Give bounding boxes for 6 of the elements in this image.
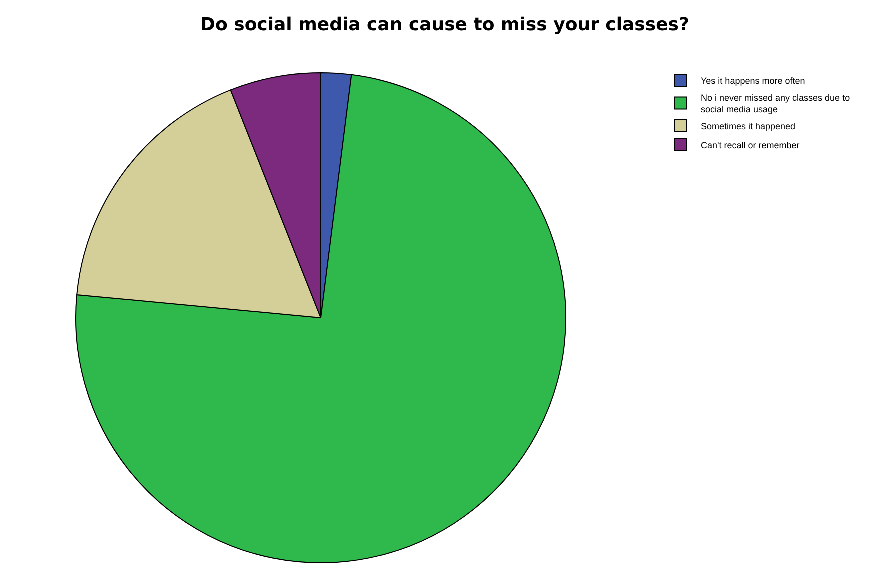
legend-label: No i never missed any classes due to social media usage xyxy=(701,92,850,115)
legend-label: Yes it happens more often xyxy=(701,76,806,86)
pie-slice xyxy=(76,74,566,563)
legend-label: Sometimes it happened xyxy=(701,121,796,132)
legend-label: Can't recall or remember xyxy=(701,140,800,150)
chart-title: Do social media can cause to miss your classes? xyxy=(200,14,690,36)
